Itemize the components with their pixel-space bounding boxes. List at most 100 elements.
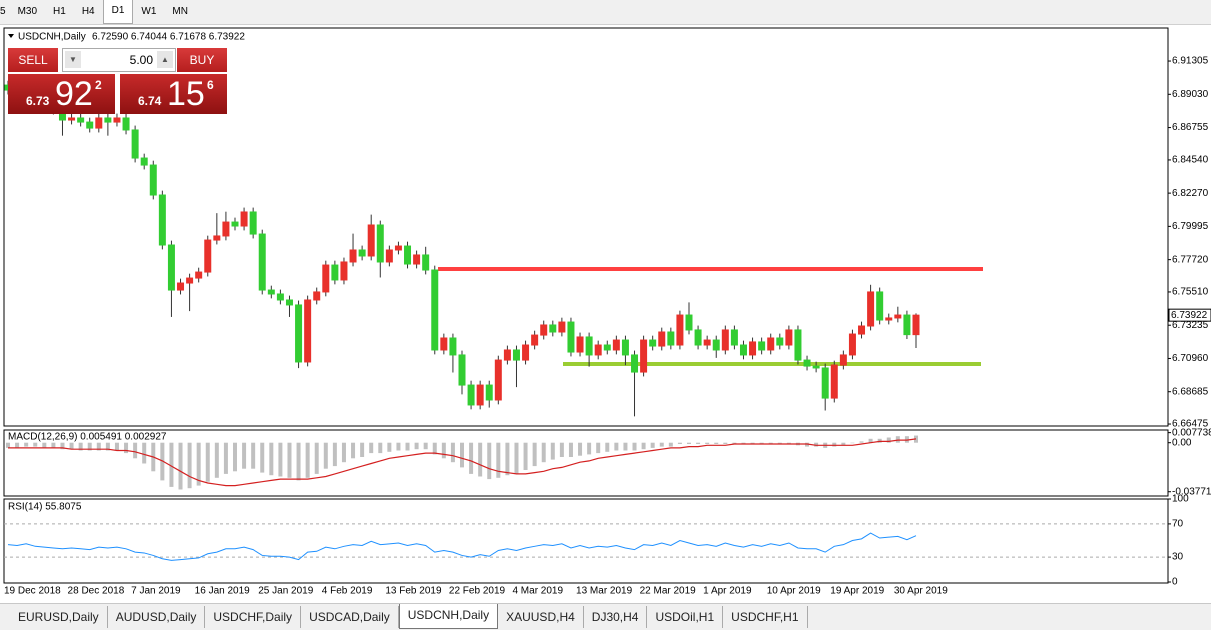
y-tick-label: 6.68685 — [1172, 386, 1209, 397]
buy-button[interactable]: BUY — [177, 48, 227, 72]
candle-body — [304, 299, 312, 363]
candle-body — [758, 341, 766, 351]
candle-body — [431, 269, 439, 351]
candle-body — [912, 314, 920, 336]
macd-bar — [805, 442, 810, 447]
macd-bar — [323, 442, 328, 469]
chart-tab[interactable]: USDCHF,H1 — [723, 606, 808, 628]
chart-tab[interactable]: XAUUSD,H4 — [498, 606, 584, 628]
chart-tab[interactable]: EURUSD,Daily — [10, 606, 108, 628]
macd-bar — [578, 442, 583, 456]
price-tag-label: 6.73922 — [1171, 310, 1208, 321]
timeframe-button[interactable]: MN — [172, 6, 188, 17]
candle-body — [776, 337, 784, 346]
macd-bar — [478, 442, 483, 477]
sell-button[interactable]: SELL — [8, 48, 58, 72]
candle-body — [313, 291, 321, 301]
macd-bar — [332, 442, 337, 467]
chart-tab[interactable]: USDOil,H1 — [647, 606, 724, 628]
bid-box[interactable]: 6.73 92 2 — [8, 74, 115, 114]
x-tick-label: 7 Jan 2019 — [131, 586, 181, 597]
ask-pips: 15 — [167, 75, 205, 113]
chart-tab[interactable]: USDCNH,Daily — [398, 604, 499, 629]
ask-box[interactable]: 6.74 15 6 — [120, 74, 227, 114]
candle-body — [640, 339, 648, 373]
candle-body — [167, 244, 175, 291]
y-tick-label: 6.84540 — [1172, 155, 1209, 166]
macd-bar — [387, 442, 392, 452]
macd-bar — [659, 442, 664, 447]
y-tick-label: 70 — [1172, 519, 1184, 530]
candle-body — [894, 314, 902, 319]
macd-bar — [877, 438, 882, 443]
volume-box[interactable]: ▼ 5.00 ▲ — [62, 48, 176, 72]
increase[interactable]: ▲ — [157, 51, 173, 68]
candle-body — [522, 344, 530, 361]
macd-bar — [505, 442, 510, 476]
chart-tab[interactable]: DJ30,H4 — [584, 606, 648, 628]
macd-bar — [541, 442, 546, 463]
timeframe-button[interactable]: D1 — [102, 0, 134, 24]
candle-body — [676, 314, 684, 346]
candle-body — [340, 261, 348, 281]
candle-body — [213, 235, 221, 241]
candle-body — [349, 249, 357, 263]
candle-body — [140, 157, 148, 166]
macd-bar — [214, 442, 219, 478]
candle-body — [712, 339, 720, 351]
candle-body — [540, 324, 548, 336]
macd-bar — [559, 442, 564, 457]
candle-body — [549, 324, 557, 333]
macd-bar — [305, 442, 310, 478]
candle-body — [876, 291, 884, 321]
macd-bar — [487, 442, 492, 480]
main-panel — [3, 27, 1169, 427]
macd-bar — [759, 442, 764, 444]
timeframe-button[interactable]: W1 — [141, 6, 157, 17]
macd-bar — [568, 442, 573, 457]
candle-body — [413, 254, 421, 265]
chart-tab[interactable]: USDCHF,Daily — [205, 606, 302, 628]
candle-body — [794, 329, 802, 361]
chart-tab[interactable]: AUDUSD,Daily — [108, 606, 206, 628]
macd-bar — [814, 442, 819, 447]
macd-bar — [596, 442, 601, 454]
chart-tab[interactable]: USDCAD,Daily — [301, 606, 399, 628]
macd-bar — [96, 442, 101, 451]
macd-bar — [341, 442, 346, 463]
macd-bar — [296, 442, 301, 481]
macd-bar — [87, 442, 92, 451]
candle-body — [258, 233, 266, 291]
y-tick-label: 100 — [1172, 494, 1189, 505]
x-tick-label: 25 Jan 2019 — [258, 586, 313, 597]
macd-bar — [242, 442, 247, 469]
timeframe-button[interactable]: H4 — [81, 6, 95, 17]
decrease[interactable]: ▼ — [65, 51, 81, 68]
candle-body — [440, 337, 448, 351]
candle-body — [621, 339, 629, 356]
macd-bar — [405, 442, 410, 451]
timeframe-toolbar: 5 M30 H1 H4 D1 W1 MN — [0, 0, 1211, 25]
timeframe-button[interactable]: 5 — [0, 6, 6, 17]
ask-big-figure: 6.74 — [138, 94, 162, 108]
candle-body — [785, 329, 793, 346]
timeframe-button[interactable]: H1 — [53, 6, 66, 17]
y-tick-label: 0 — [1172, 577, 1178, 588]
x-tick-label: 16 Jan 2019 — [195, 586, 250, 597]
macd-bar — [114, 442, 119, 451]
macd-bar — [786, 442, 791, 444]
macd-bar — [641, 442, 646, 450]
candle-body — [603, 344, 611, 351]
macd-bar — [223, 442, 228, 474]
macd-bar — [841, 442, 846, 446]
candle-body — [494, 359, 502, 401]
candle-body — [503, 349, 511, 361]
macd-bar — [714, 442, 719, 444]
x-tick-label: 19 Apr 2019 — [830, 586, 884, 597]
macd-bar — [51, 442, 56, 448]
candle-body — [131, 129, 139, 159]
timeframe-button[interactable]: M30 — [17, 6, 38, 17]
chart-tabs: EURUSD,Daily AUDUSD,Daily USDCHF,Daily U… — [0, 603, 1211, 630]
macd-bar — [450, 442, 455, 463]
